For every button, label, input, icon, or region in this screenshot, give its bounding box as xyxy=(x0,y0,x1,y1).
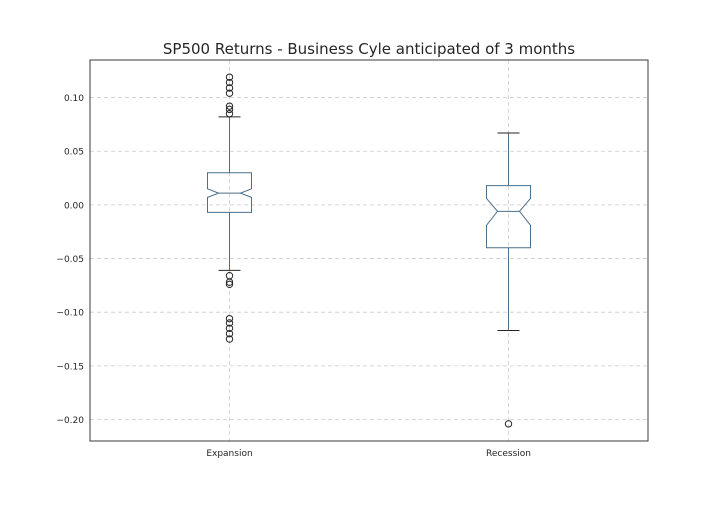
y-tick-label: −0.20 xyxy=(56,416,84,426)
outlier-point xyxy=(225,329,234,338)
outlier-point xyxy=(225,335,234,343)
outlier-point xyxy=(225,73,234,81)
outlier-point xyxy=(225,280,234,289)
y-tick-label: 0.10 xyxy=(64,94,84,104)
outlier-point xyxy=(225,109,234,118)
x-tick-label: Recession xyxy=(486,449,531,459)
notched-box xyxy=(486,185,531,249)
plot-frame xyxy=(89,59,649,442)
box-group-recession xyxy=(486,132,531,428)
outlier-point xyxy=(225,314,234,323)
notched-box xyxy=(207,172,252,213)
outlier-point xyxy=(225,324,234,333)
grid xyxy=(90,60,648,441)
boxes xyxy=(207,73,531,428)
chart-title: SP500 Returns - Business Cyle anticipate… xyxy=(163,40,575,58)
y-tick-label: 0.05 xyxy=(64,148,84,158)
x-tick-label: Expansion xyxy=(206,449,252,459)
box-group-expansion xyxy=(207,73,252,343)
y-tick-label: −0.15 xyxy=(56,362,84,372)
outlier-point xyxy=(504,420,513,428)
outlier-point xyxy=(225,105,234,114)
outlier-point xyxy=(225,278,234,286)
axes: 0.10 0.05 0.00 −0.05 −0.10 −0.15 −0.20 Expansio… xyxy=(56,94,531,459)
y-tick-label: −0.05 xyxy=(56,255,84,265)
outlier-point xyxy=(225,102,234,110)
outlier-point xyxy=(225,84,234,92)
y-tick-label: 0.00 xyxy=(64,201,84,211)
outlier-point xyxy=(225,319,234,327)
outlier-point xyxy=(225,89,234,97)
outlier-point xyxy=(225,78,234,87)
y-tick-label: −0.10 xyxy=(56,309,84,319)
